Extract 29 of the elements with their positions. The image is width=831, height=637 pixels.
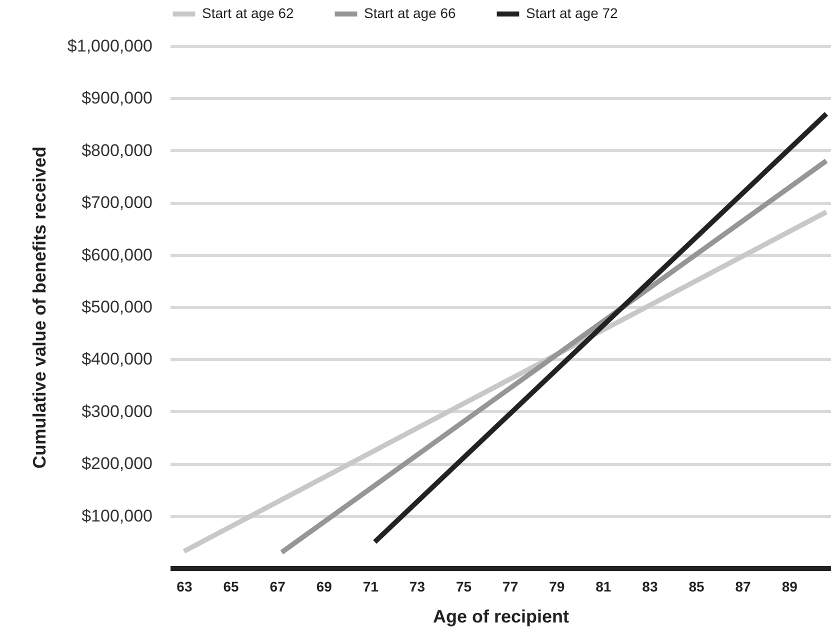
x-tick-label: 83 bbox=[642, 578, 658, 594]
y-tick-label: $500,000 bbox=[82, 298, 152, 316]
y-tick-label: $200,000 bbox=[82, 454, 152, 474]
x-axis-title: Age of recipient bbox=[432, 606, 570, 626]
x-tick-label: 67 bbox=[270, 578, 286, 594]
y-tick-label: $700,000 bbox=[82, 193, 152, 212]
x-tick-label: 79 bbox=[549, 578, 565, 594]
x-tick-label: 71 bbox=[362, 578, 379, 594]
x-tick-label: 63 bbox=[176, 578, 192, 594]
x-tick-label: 73 bbox=[409, 578, 426, 594]
x-tick-label: 85 bbox=[688, 578, 705, 594]
y-tick-label: $300,000 bbox=[82, 402, 152, 421]
x-tick-label: 77 bbox=[502, 578, 518, 594]
y-tick-label: $400,000 bbox=[82, 350, 152, 369]
x-tick-label: 87 bbox=[735, 578, 752, 594]
x-tick-label: 65 bbox=[223, 578, 240, 594]
x-tick-label: 81 bbox=[596, 578, 612, 594]
y-tick-label: $900,000 bbox=[82, 88, 152, 108]
legend-label: Start at age 72 bbox=[526, 5, 618, 21]
x-tick-label: 75 bbox=[456, 578, 472, 594]
y-tick-label: $100,000 bbox=[82, 506, 152, 526]
legend-label: Start at age 66 bbox=[364, 5, 456, 21]
y-axis-title: Cumulative value of benefits received bbox=[29, 146, 50, 469]
x-tick-label: 69 bbox=[316, 578, 332, 594]
x-tick-label: 89 bbox=[782, 578, 798, 594]
y-tick-label: $800,000 bbox=[82, 140, 152, 160]
y-tick-label: $1,000,000 bbox=[67, 36, 152, 56]
legend-label: Start at age 62 bbox=[202, 5, 294, 21]
y-tick-label: $600,000 bbox=[82, 245, 152, 264]
